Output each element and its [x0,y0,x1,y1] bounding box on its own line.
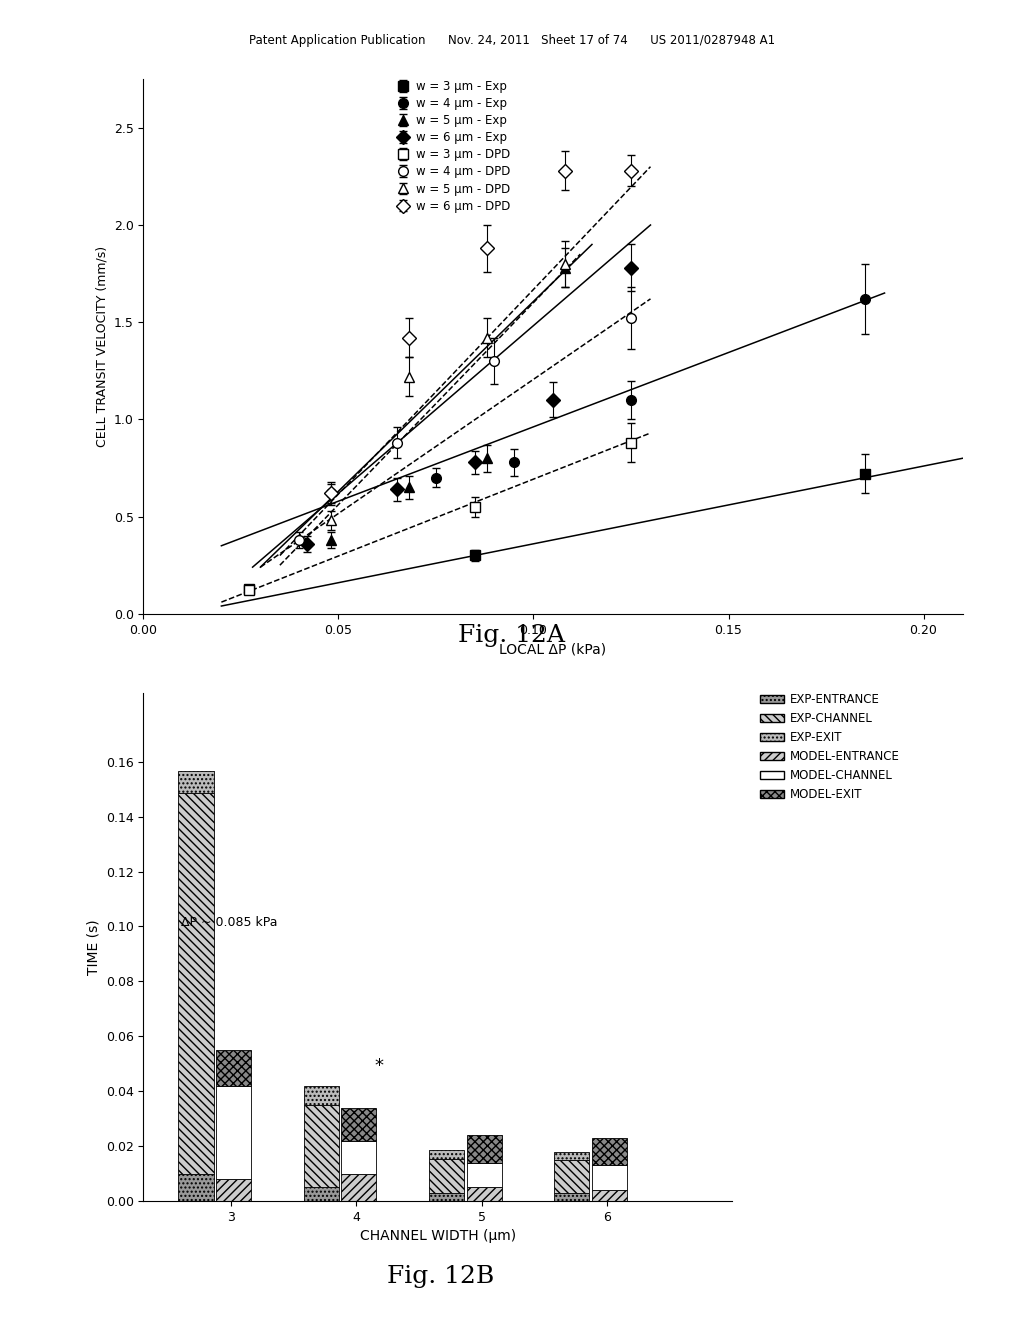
Bar [429,1193,464,1201]
Y-axis label: TIME (s): TIME (s) [86,919,100,975]
Bar [554,1193,590,1201]
Bar [429,1159,464,1193]
Bar [216,1051,251,1086]
Bar [178,793,214,1173]
Bar [554,1160,590,1193]
Bar [429,1150,464,1159]
X-axis label: LOCAL ΔP (kPa): LOCAL ΔP (kPa) [500,642,606,656]
Bar [592,1138,627,1166]
Text: Fig. 12B: Fig. 12B [387,1265,494,1287]
Bar [341,1140,377,1173]
Bar [304,1105,339,1188]
Bar [592,1191,627,1201]
Bar [216,1179,251,1201]
Bar [341,1107,377,1140]
Legend: w = 3 μm - Exp, w = 4 μm - Exp, w = 5 μm - Exp, w = 6 μm - Exp, w = 3 μm - DPD, : w = 3 μm - Exp, w = 4 μm - Exp, w = 5 μm… [395,79,511,213]
Bar [178,1173,214,1201]
Text: Fig. 12A: Fig. 12A [459,624,565,647]
Text: Patent Application Publication      Nov. 24, 2011   Sheet 17 of 74      US 2011/: Patent Application Publication Nov. 24, … [249,34,775,48]
X-axis label: CHANNEL WIDTH (μm): CHANNEL WIDTH (μm) [359,1229,516,1243]
Bar [304,1188,339,1201]
Bar [178,771,214,793]
Legend: EXP-ENTRANCE, EXP-CHANNEL, EXP-EXIT, MODEL-ENTRANCE, MODEL-CHANNEL, MODEL-EXIT: EXP-ENTRANCE, EXP-CHANNEL, EXP-EXIT, MOD… [756,689,904,805]
Bar [341,1173,377,1201]
Bar [467,1188,502,1201]
Bar [467,1163,502,1188]
Text: *: * [375,1057,383,1074]
Bar [304,1086,339,1105]
Bar [554,1152,590,1160]
Y-axis label: CELL TRANSIT VELOCITY (mm/s): CELL TRANSIT VELOCITY (mm/s) [95,246,109,447]
Text: ΔP ~ 0.085 kPa: ΔP ~ 0.085 kPa [181,916,278,929]
Bar [592,1166,627,1191]
Bar [467,1135,502,1163]
Bar [216,1086,251,1179]
